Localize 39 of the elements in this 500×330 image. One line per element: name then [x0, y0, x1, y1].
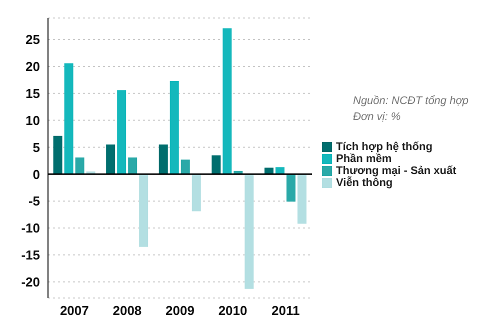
- x-tick-label: 2011: [272, 303, 300, 318]
- bar: [244, 174, 254, 289]
- y-tick-label: -20: [21, 274, 40, 290]
- bar: [170, 81, 179, 174]
- text: Nguồn: NCĐT tổng hợp: [353, 94, 468, 109]
- bar: [139, 174, 148, 247]
- y-tick-label: 0: [32, 166, 40, 182]
- bar: [53, 136, 62, 174]
- bar: [64, 63, 74, 174]
- legend-label: Thương mại - Sản xuất: [336, 165, 456, 177]
- y-tick-label: 25: [26, 32, 40, 48]
- bar: [222, 28, 232, 174]
- bar: [212, 155, 221, 174]
- y-tick-label: -10: [21, 220, 40, 236]
- bar: [106, 144, 116, 174]
- y-tick-label: 20: [26, 59, 40, 74]
- legend-label: Tích hợp hệ thống: [336, 141, 432, 153]
- bar: [286, 174, 296, 202]
- x-tick-label: 2009: [166, 303, 194, 318]
- x-tick-label: 2010: [218, 303, 248, 318]
- bar: [128, 157, 138, 174]
- bar: [297, 174, 306, 224]
- x-tick-label: 2007: [60, 303, 89, 318]
- text: Đơn vị: %: [353, 110, 402, 125]
- bar: [275, 167, 284, 174]
- bar: [192, 174, 201, 212]
- bar: [180, 160, 190, 174]
- y-tick-label: -5: [28, 194, 40, 209]
- bar: [117, 90, 126, 174]
- y-tick-label: 15: [26, 86, 40, 101]
- legend-label: Phần mềm: [336, 153, 392, 165]
- legend-label: Viễn thông: [336, 177, 393, 189]
- bar: [75, 157, 84, 174]
- y-tick-label: 10: [26, 112, 40, 128]
- bar: [158, 144, 168, 174]
- x-tick-label: 2008: [112, 303, 142, 318]
- bar: [264, 168, 274, 174]
- y-tick-label: 5: [32, 140, 40, 155]
- y-tick-label: -15: [21, 248, 40, 263]
